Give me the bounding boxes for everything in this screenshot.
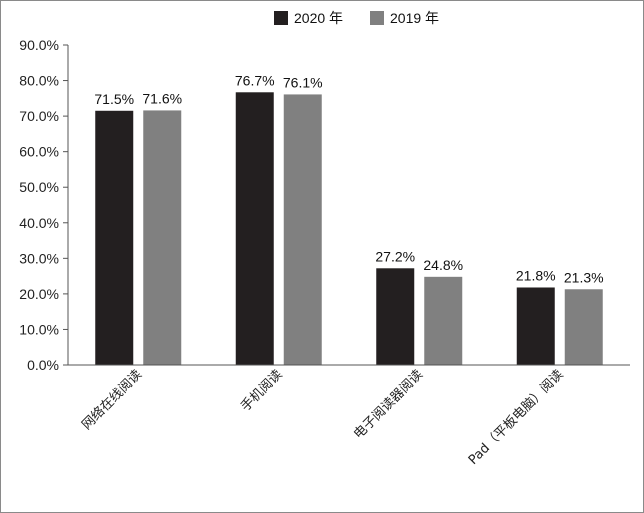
legend-label: 2020 年: [294, 10, 343, 26]
y-tick-label: 90.0%: [19, 37, 59, 53]
x-category-label: Pad（平板电脑）阅读: [466, 367, 567, 468]
bar: [564, 289, 603, 365]
y-tick-label: 60.0%: [19, 144, 59, 160]
y-tick-label: 20.0%: [19, 286, 59, 302]
bar: [424, 276, 463, 365]
x-category-label: 网络在线阅读: [79, 367, 145, 433]
bars: 71.5% 71.6% 76.7% 76.1% 27.2% 24.8% 21.8% 21.3%: [94, 72, 604, 366]
y-tick-label: 70.0%: [19, 108, 59, 124]
data-label: 21.8%: [516, 267, 556, 283]
legend-swatch: [370, 11, 384, 25]
bar: [143, 110, 182, 365]
data-label: 24.8%: [423, 257, 463, 273]
bar: [376, 268, 415, 365]
bar: [516, 287, 555, 365]
legend: 2020 年 2019 年: [274, 10, 439, 26]
x-axis: 网络在线阅读 手机阅读 电子阅读器阅读 Pad（平板电脑）阅读: [68, 364, 630, 468]
data-label: 71.6%: [142, 90, 182, 106]
x-category-label: 手机阅读: [238, 367, 285, 414]
y-tick-label: 30.0%: [19, 250, 59, 266]
y-tick-label: 10.0%: [19, 321, 59, 337]
y-axis: 0.0% 10.0% 20.0% 30.0% 40.0% 50.0% 60.0% 70.0% 8…: [19, 37, 69, 373]
data-label: 76.7%: [235, 72, 275, 88]
data-label: 27.2%: [375, 248, 415, 264]
data-label: 21.3%: [564, 269, 604, 285]
x-category-label: 电子阅读器阅读: [351, 367, 426, 442]
legend-swatch: [274, 11, 288, 25]
bar: [95, 110, 134, 366]
bar: [235, 92, 274, 366]
legend-label: 2019 年: [390, 10, 439, 26]
data-label: 76.1%: [283, 74, 323, 90]
y-tick-label: 0.0%: [27, 357, 59, 373]
data-label: 71.5%: [94, 91, 134, 107]
y-tick-label: 50.0%: [19, 179, 59, 195]
bar: [283, 94, 322, 365]
y-tick-label: 40.0%: [19, 215, 59, 231]
y-tick-label: 80.0%: [19, 73, 59, 89]
